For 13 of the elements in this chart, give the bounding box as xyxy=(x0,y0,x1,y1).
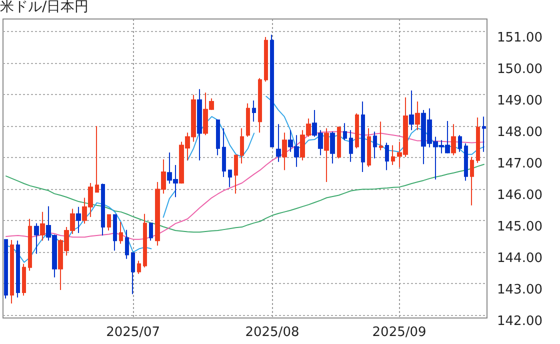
y-tick-label: 150.00 xyxy=(497,62,542,78)
y-tick-label: 146.00 xyxy=(497,188,542,203)
y-tick-label: 148.00 xyxy=(497,125,542,140)
y-tick-label: 151.00 xyxy=(497,30,542,46)
y-tick-label: 147.00 xyxy=(497,156,542,172)
y-tick-label: 145.00 xyxy=(497,219,542,234)
x-tick-label: 2025/08 xyxy=(245,325,300,340)
y-tick-label: 143.00 xyxy=(497,282,542,298)
x-tick-label: 2025/07 xyxy=(106,325,160,340)
y-tick-label: 149.00 xyxy=(497,94,542,109)
x-tick-label: 2025/09 xyxy=(372,325,426,340)
y-tick-label: 142.00 xyxy=(497,314,542,329)
y-tick-label: 144.00 xyxy=(497,250,542,266)
